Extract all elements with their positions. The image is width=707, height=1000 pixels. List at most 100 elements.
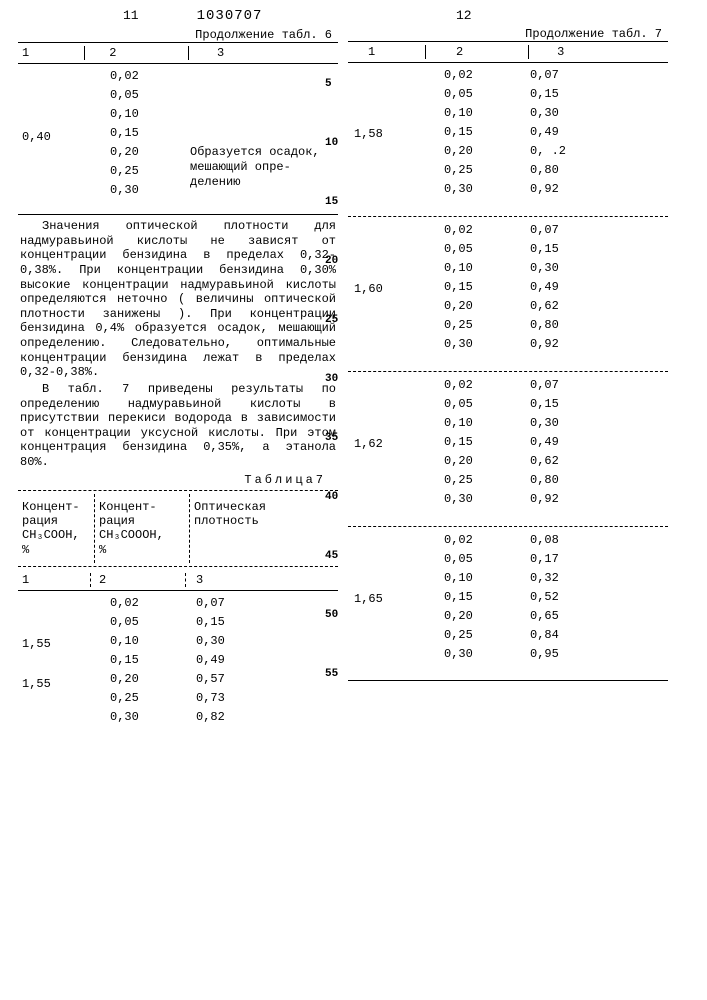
- rblk-c3: 0,17: [530, 552, 559, 566]
- t7l-c3: 0,73: [196, 691, 225, 705]
- t7-h3b: плотность: [194, 514, 259, 528]
- t7l-c3: 0,49: [196, 653, 225, 667]
- t7-sub-2: 2: [91, 573, 186, 587]
- block-divider: [348, 371, 668, 372]
- rblk-c3: 0,15: [530, 397, 559, 411]
- table7-subhead-row: 1 2 3: [18, 570, 338, 591]
- rblk-c2: 0,25: [444, 163, 530, 177]
- table6-head-3: 3: [189, 46, 338, 60]
- t7l-c2: 0,25: [110, 691, 196, 705]
- right-block: 1,580,020,070,050,150,100,300,150,490,20…: [348, 65, 668, 213]
- rblk-c2: 0,15: [444, 435, 530, 449]
- rblk-c3: 0,49: [530, 125, 559, 139]
- rblk-c2: 0,20: [444, 609, 530, 623]
- t7-h2c: %: [99, 543, 106, 557]
- rblk-c2: 0,05: [444, 397, 530, 411]
- rblk-c2: 0,15: [444, 590, 530, 604]
- rblk-c2: 0,25: [444, 473, 530, 487]
- t7-h2b: CH₃COOOH,: [99, 528, 164, 542]
- right-block: 1,620,020,070,050,150,100,300,150,490,20…: [348, 375, 668, 523]
- rblk-c3: 0,32: [530, 571, 559, 585]
- t7l-c3: 0,07: [196, 596, 225, 610]
- rblk-c2: 0,10: [444, 416, 530, 430]
- t7l-c1a: 1,55: [22, 637, 51, 651]
- rblk-c2: 0,02: [444, 223, 530, 237]
- rblk-c3: 0,30: [530, 416, 559, 430]
- rblk-c2: 0,30: [444, 647, 530, 661]
- paragraph-2: В табл. 7 приведены результаты по опреде…: [18, 380, 338, 470]
- rblk-c3: 0,30: [530, 261, 559, 275]
- rblk-c3: 0,15: [530, 87, 559, 101]
- rblk-c2: 0,15: [444, 280, 530, 294]
- rblk-c3: 0,07: [530, 378, 559, 392]
- rblk-c2: 0,02: [444, 533, 530, 547]
- table7-header-row: Концент­рация CH₃COOH, % Концент­рация C…: [18, 494, 338, 564]
- rblk-c3: 0,95: [530, 647, 559, 661]
- rblk-c2: 0,10: [444, 261, 530, 275]
- block-divider: [348, 680, 668, 681]
- rblk-c1: 1,58: [354, 127, 383, 141]
- t7-sub-3: 3: [186, 573, 328, 587]
- rblk-c3: 0,92: [530, 337, 559, 351]
- t7l-c1b: 1,55: [22, 677, 51, 691]
- t6-c2: 0,02: [110, 69, 139, 83]
- t7-h1c: %: [22, 543, 29, 557]
- rblk-c2: 0,20: [444, 454, 530, 468]
- t7l-c3: 0,82: [196, 710, 225, 724]
- rblk-c2: 0,25: [444, 318, 530, 332]
- t7-h2a: Концент­рация: [99, 500, 157, 528]
- r-head-3: 3: [529, 45, 668, 59]
- rblk-c3: 0,52: [530, 590, 559, 604]
- rblk-c3: 0,49: [530, 435, 559, 449]
- rblk-c3: 0,65: [530, 609, 559, 623]
- right-header-row: 1 2 3: [348, 41, 668, 63]
- rblk-c2: 0,02: [444, 378, 530, 392]
- t6-c2: 0,10: [110, 107, 139, 121]
- rblk-c3: 0, .2: [530, 144, 566, 158]
- t7l-c2: 0,15: [110, 653, 196, 667]
- t6-c2: 0,20: [110, 145, 139, 159]
- table6-precipitate-note: Образуется осадок, ме­шающий опре­делени…: [190, 145, 320, 190]
- rblk-c2: 0,02: [444, 68, 530, 82]
- rblk-c1: 1,65: [354, 592, 383, 606]
- table6-header-row: 1 2 3: [18, 42, 338, 64]
- rblk-c3: 0,80: [530, 318, 559, 332]
- t7l-c3: 0,30: [196, 634, 225, 648]
- t7l-c2: 0,30: [110, 710, 196, 724]
- rblk-c2: 0,05: [444, 552, 530, 566]
- rblk-c2: 0,20: [444, 144, 530, 158]
- document-number: 1030707: [139, 8, 263, 24]
- rblk-c3: 0,07: [530, 68, 559, 82]
- rblk-c3: 0,49: [530, 280, 559, 294]
- paragraph-1: Значения оптической плотности для надмур…: [18, 217, 338, 380]
- rblk-c2: 0,30: [444, 492, 530, 506]
- table6-c1-value: 0,40: [22, 130, 51, 144]
- r-head-2: 2: [426, 45, 529, 59]
- rblk-c3: 0,08: [530, 533, 559, 547]
- r-head-1: 1: [348, 45, 426, 59]
- rblk-c3: 0,80: [530, 163, 559, 177]
- t7l-c2: 0,20: [110, 672, 196, 686]
- t7l-c3: 0,15: [196, 615, 225, 629]
- rblk-c2: 0,30: [444, 337, 530, 351]
- table7-title: Таблица7: [18, 473, 338, 487]
- t6-c2: 0,05: [110, 88, 139, 102]
- t6-c2: 0,30: [110, 183, 139, 197]
- rblk-c2: 0,25: [444, 628, 530, 642]
- table6-continuation: Продолжение табл. 6: [18, 28, 338, 42]
- t6-c2: 0,15: [110, 126, 139, 140]
- right-column: 12 Продолжение табл. 7 1 2 3 1,580,020,0…: [348, 8, 668, 743]
- rblk-c3: 0,07: [530, 223, 559, 237]
- t7l-c3: 0,57: [196, 672, 225, 686]
- block-divider: [348, 216, 668, 217]
- table6-head-2: 2: [85, 46, 189, 60]
- block-divider: [348, 526, 668, 527]
- rblk-c3: 0,80: [530, 473, 559, 487]
- rblk-c2: 0,30: [444, 182, 530, 196]
- t7-h1b: CH₃COOH,: [22, 528, 80, 542]
- rblk-c3: 0,30: [530, 106, 559, 120]
- rblk-c3: 0,84: [530, 628, 559, 642]
- t7l-c2: 0,05: [110, 615, 196, 629]
- rblk-c3: 0,92: [530, 182, 559, 196]
- rblk-c2: 0,05: [444, 242, 530, 256]
